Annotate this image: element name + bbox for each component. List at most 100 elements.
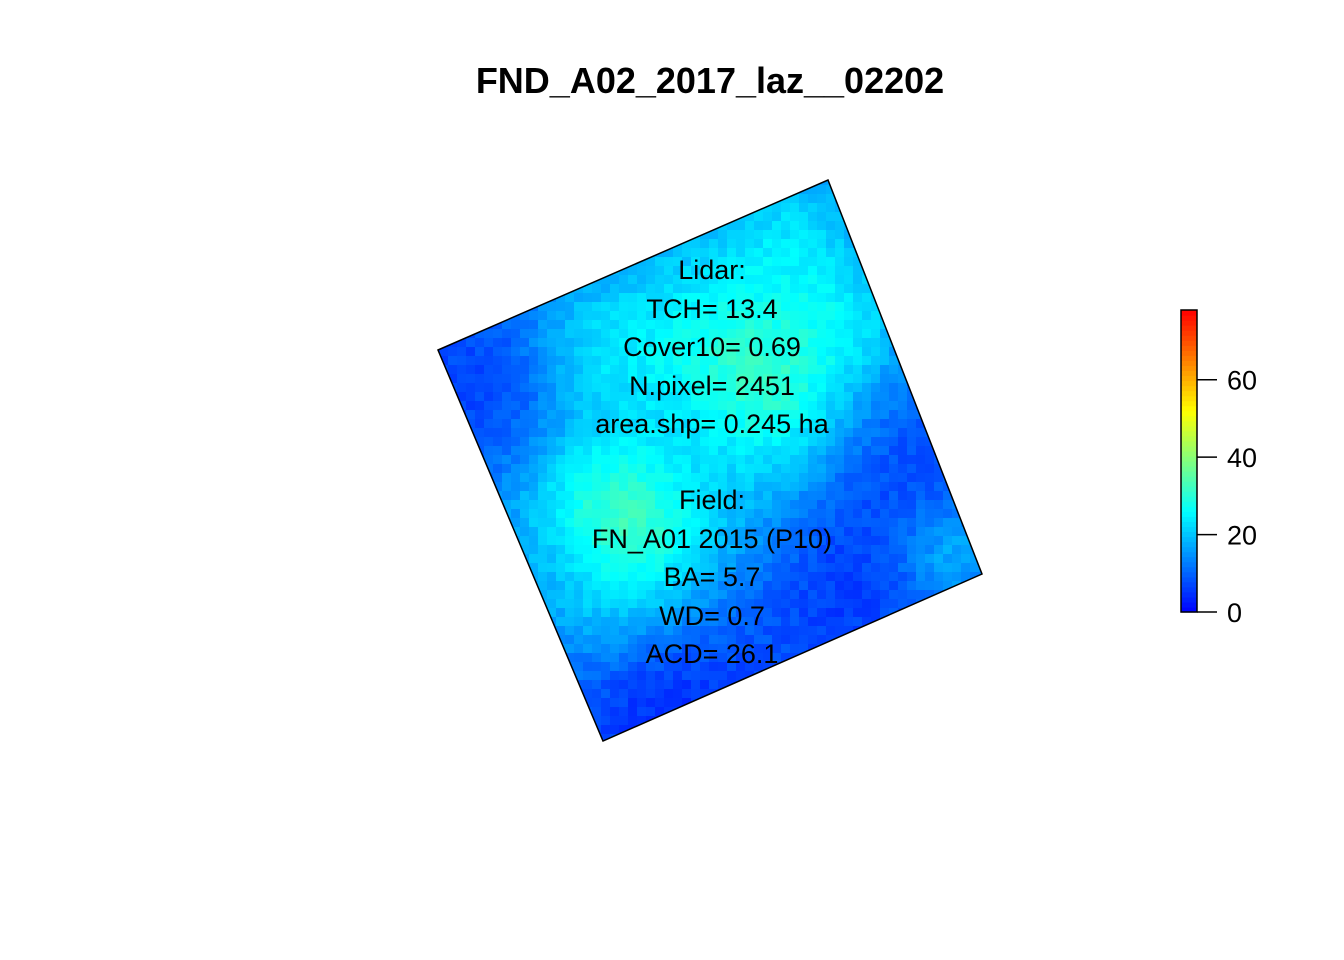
raster-cell <box>493 563 503 573</box>
raster-cell <box>853 518 863 528</box>
raster-cell <box>709 590 719 600</box>
raster-cell <box>709 311 719 321</box>
raster-cell <box>826 590 836 600</box>
raster-cell <box>682 275 692 285</box>
raster-cell <box>673 509 683 519</box>
raster-cell <box>952 464 962 474</box>
raster-cell <box>898 734 908 741</box>
raster-cell <box>529 545 539 555</box>
raster-cell <box>961 401 971 411</box>
raster-cell <box>718 518 728 528</box>
raster-cell <box>682 329 692 339</box>
raster-cell <box>448 527 458 537</box>
raster-cell <box>682 626 692 636</box>
raster-cell <box>862 284 872 294</box>
raster-cell <box>673 428 683 438</box>
raster-cell <box>484 518 494 528</box>
raster-cell <box>961 671 971 681</box>
raster-cell <box>979 221 982 231</box>
raster-cell <box>502 482 512 492</box>
raster-cell <box>700 302 710 312</box>
raster-cell <box>709 180 719 186</box>
raster-cell <box>727 365 737 375</box>
raster-cell <box>709 356 719 366</box>
raster-cell <box>754 617 764 627</box>
raster-cell <box>916 518 926 528</box>
raster-cell <box>916 500 926 510</box>
raster-cell <box>736 293 746 303</box>
raster-cell <box>781 221 791 231</box>
raster-cell <box>889 680 899 690</box>
raster-cell <box>898 410 908 420</box>
raster-cell <box>889 455 899 465</box>
raster-cell <box>475 680 485 690</box>
raster-cell <box>448 230 458 240</box>
raster-cell <box>853 356 863 366</box>
raster-cell <box>610 554 620 564</box>
raster-cell <box>493 329 503 339</box>
raster-cell <box>952 212 962 222</box>
raster-cell <box>808 392 818 402</box>
raster-cell <box>979 707 982 717</box>
raster-cell <box>808 221 818 231</box>
raster-cell <box>565 410 575 420</box>
raster-cell <box>655 581 665 591</box>
raster-cell <box>826 491 836 501</box>
raster-cell <box>601 338 611 348</box>
raster-cell <box>655 473 665 483</box>
raster-cell <box>493 383 503 393</box>
raster-cell <box>556 347 566 357</box>
raster-cell <box>718 500 728 510</box>
raster-cell <box>511 509 521 519</box>
raster-cell <box>637 518 647 528</box>
raster-cell <box>709 680 719 690</box>
raster-cell <box>655 599 665 609</box>
raster-cell <box>592 329 602 339</box>
raster-cell <box>601 500 611 510</box>
raster-cell <box>763 248 773 258</box>
raster-cell <box>547 383 557 393</box>
raster-cell <box>709 653 719 663</box>
raster-cell <box>637 689 647 699</box>
raster-cell <box>727 635 737 645</box>
raster-cell <box>844 194 854 204</box>
raster-cell <box>538 743 548 753</box>
raster-cell <box>916 617 926 627</box>
raster-cell <box>853 716 863 726</box>
raster-cell <box>448 464 458 474</box>
raster-cell <box>988 617 998 627</box>
raster-cell <box>889 428 899 438</box>
raster-cell <box>844 383 854 393</box>
raster-cell <box>583 473 593 483</box>
raster-cell <box>934 180 944 186</box>
raster-cell <box>925 491 935 501</box>
raster-cell <box>961 356 971 366</box>
raster-cell <box>754 527 764 537</box>
raster-cell <box>871 743 881 753</box>
raster-cell <box>862 392 872 402</box>
raster-cell <box>655 419 665 429</box>
colorbar-segment <box>1181 526 1197 533</box>
raster-cell <box>619 698 629 708</box>
raster-cell <box>907 554 917 564</box>
raster-cell <box>817 266 827 276</box>
raster-cell <box>529 689 539 699</box>
raster-cell <box>493 374 503 384</box>
raster-cell <box>637 671 647 681</box>
raster-cell <box>493 275 503 285</box>
colorbar-tick-label: 20 <box>1227 521 1257 551</box>
raster-cell <box>565 212 575 222</box>
raster-cell <box>790 302 800 312</box>
raster-cell <box>583 329 593 339</box>
raster-cell <box>862 365 872 375</box>
raster-cell <box>718 392 728 402</box>
raster-cell <box>916 329 926 339</box>
raster-cell <box>493 599 503 609</box>
raster-cell <box>700 230 710 240</box>
raster-cell <box>484 428 494 438</box>
raster-cell <box>520 383 530 393</box>
raster-cell <box>871 329 881 339</box>
raster-cell <box>592 284 602 294</box>
raster-cell <box>952 689 962 699</box>
raster-cell <box>457 446 467 456</box>
